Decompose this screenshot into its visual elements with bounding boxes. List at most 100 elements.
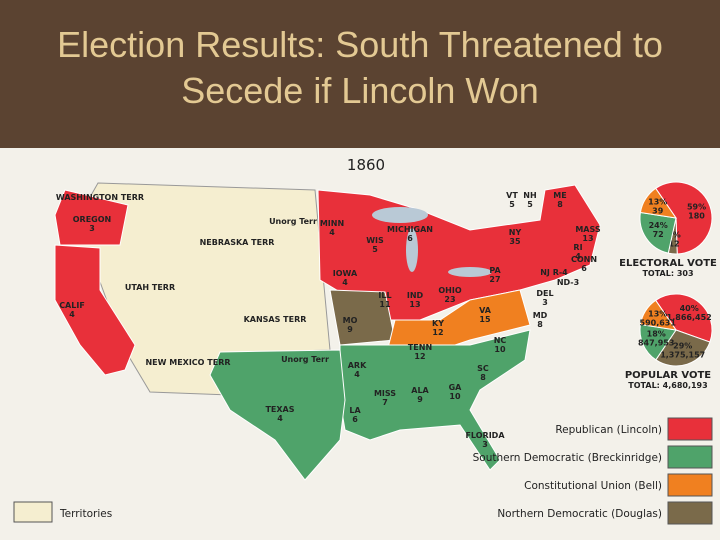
legend-swatch [667,417,713,441]
slice-percent: 13% [648,197,667,206]
map-year: 1860 [347,156,385,174]
state-name: IND [407,291,424,300]
slice-votes: 12 [668,240,679,249]
electoral-votes: 15 [479,315,491,324]
electoral-votes: 4 [354,370,360,379]
state-name: GA [449,383,463,392]
state-name: PA [489,266,501,275]
state-name: ALA [411,386,429,395]
electoral-votes: 9 [347,325,353,334]
slice-percent: 29% [673,342,692,351]
electoral-votes: 4 [69,310,75,319]
pie-slice [654,181,713,255]
state-name: NEW MEXICO TERR [145,358,230,367]
electoral-votes: 6 [352,415,358,424]
state-name: SC [477,364,489,373]
state-name: VT [506,191,518,200]
state-name: Unorg Terr [269,217,317,226]
slice-percent: 13% [648,309,667,318]
slice-percent: 40% [680,304,699,313]
electoral-votes: 13 [582,234,593,243]
electoral-votes: 35 [509,237,521,246]
state-name: ND-3 [557,278,579,287]
electoral-votes: 10 [449,392,461,401]
slice-votes: 180 [688,211,705,220]
slice-votes: 72 [653,230,664,239]
pie-total: TOTAL: 4,680,193 [628,381,707,390]
slice-percent: 24% [649,221,668,230]
electoral-votes: 5 [509,200,515,209]
pie-total: TOTAL: 303 [642,269,693,278]
slice-votes: 847,953 [638,339,674,348]
electoral-votes: 4 [342,278,348,287]
electoral-votes: 8 [557,200,563,209]
state-name: TENN [408,343,432,352]
pie-slice [639,187,678,219]
electoral-votes: 4 [277,414,283,423]
lake [406,228,418,272]
electoral-votes: 12 [432,328,443,337]
electoral-votes: 9 [417,395,423,404]
electoral-votes: 13 [409,300,420,309]
electoral-votes: 10 [494,345,506,354]
state-name: NY [509,228,522,237]
state-name: MICHIGAN [387,225,433,234]
electoral-votes: 8 [537,320,543,329]
state-name: CALIF [59,301,85,310]
state-name: WIS [366,236,384,245]
state-name: ME [553,191,566,200]
southern-states [339,329,531,471]
state-name: MD [533,311,548,320]
state-name: NH [523,191,536,200]
state-name: LA [349,406,361,415]
state-name: MASS [575,225,601,234]
state-name: Unorg Terr [281,355,329,364]
state-name: DEL [536,289,553,298]
slice-percent: 4% [667,231,681,240]
state-name: RI [573,243,582,252]
electoral-votes: 4 [329,228,335,237]
legend-label: Southern Democratic (Breckinridge) [473,452,662,464]
legend: Republican (Lincoln) Southern Democratic … [13,417,713,525]
slice-percent: 18% [647,330,666,339]
pie-slice [639,323,677,361]
legend-swatch [667,445,713,469]
electoral-votes: 6 [581,264,587,273]
state-name: WASHINGTON TERR [56,193,144,202]
oregon [54,189,129,246]
electoral-votes: 7 [382,398,388,407]
state-name: ARK [348,361,367,370]
state-name: OHIO [438,286,461,295]
electoral-votes: 3 [89,224,95,233]
electoral-votes: 12 [414,352,425,361]
electoral-votes: 4 [575,252,581,261]
electoral-votes: 5 [527,200,533,209]
legend-swatch [667,501,713,525]
legend-swatch [667,473,713,497]
texas [209,349,346,481]
legend-label: Republican (Lincoln) [555,424,662,436]
electoral-votes: 3 [542,298,548,307]
legend-label: Constitutional Union (Bell) [524,480,662,492]
state-name: MO [343,316,358,325]
slice-votes: 1,375,157 [660,351,705,360]
electoral-votes: 3 [482,440,488,449]
state-name: IOWA [333,269,358,278]
slice-votes: 1,866,452 [667,313,712,322]
legend-label: Northern Democratic (Douglas) [497,508,662,520]
electoral-votes: 5 [372,245,378,254]
lake [372,207,428,223]
slice-percent: 59% [687,202,706,211]
state-name: CONN [571,255,597,264]
legend-label: Territories [59,508,112,520]
state-name: ILL [378,291,391,300]
electoral-votes: 8 [480,373,486,382]
pie-slice [639,299,678,331]
electoral-votes: 27 [489,275,500,284]
pie-title: ELECTORAL VOTE [619,258,717,269]
pie-slice [654,293,713,343]
state-name: TEXAS [265,405,294,414]
